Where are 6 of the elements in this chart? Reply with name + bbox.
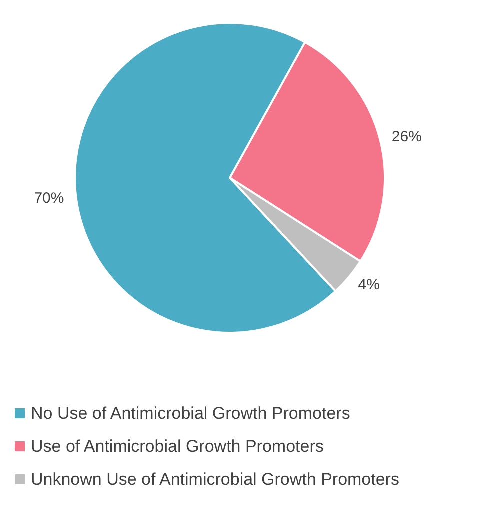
- data-label: 26%: [392, 128, 422, 146]
- legend-label: Use of Antimicrobial Growth Promoters: [31, 437, 324, 456]
- data-label: 4%: [358, 276, 380, 294]
- legend-label: Unknown Use of Antimicrobial Growth Promoters: [31, 470, 400, 489]
- legend-label: No Use of Antimicrobial Growth Promoters: [31, 404, 350, 423]
- data-label: 70%: [34, 190, 64, 207]
